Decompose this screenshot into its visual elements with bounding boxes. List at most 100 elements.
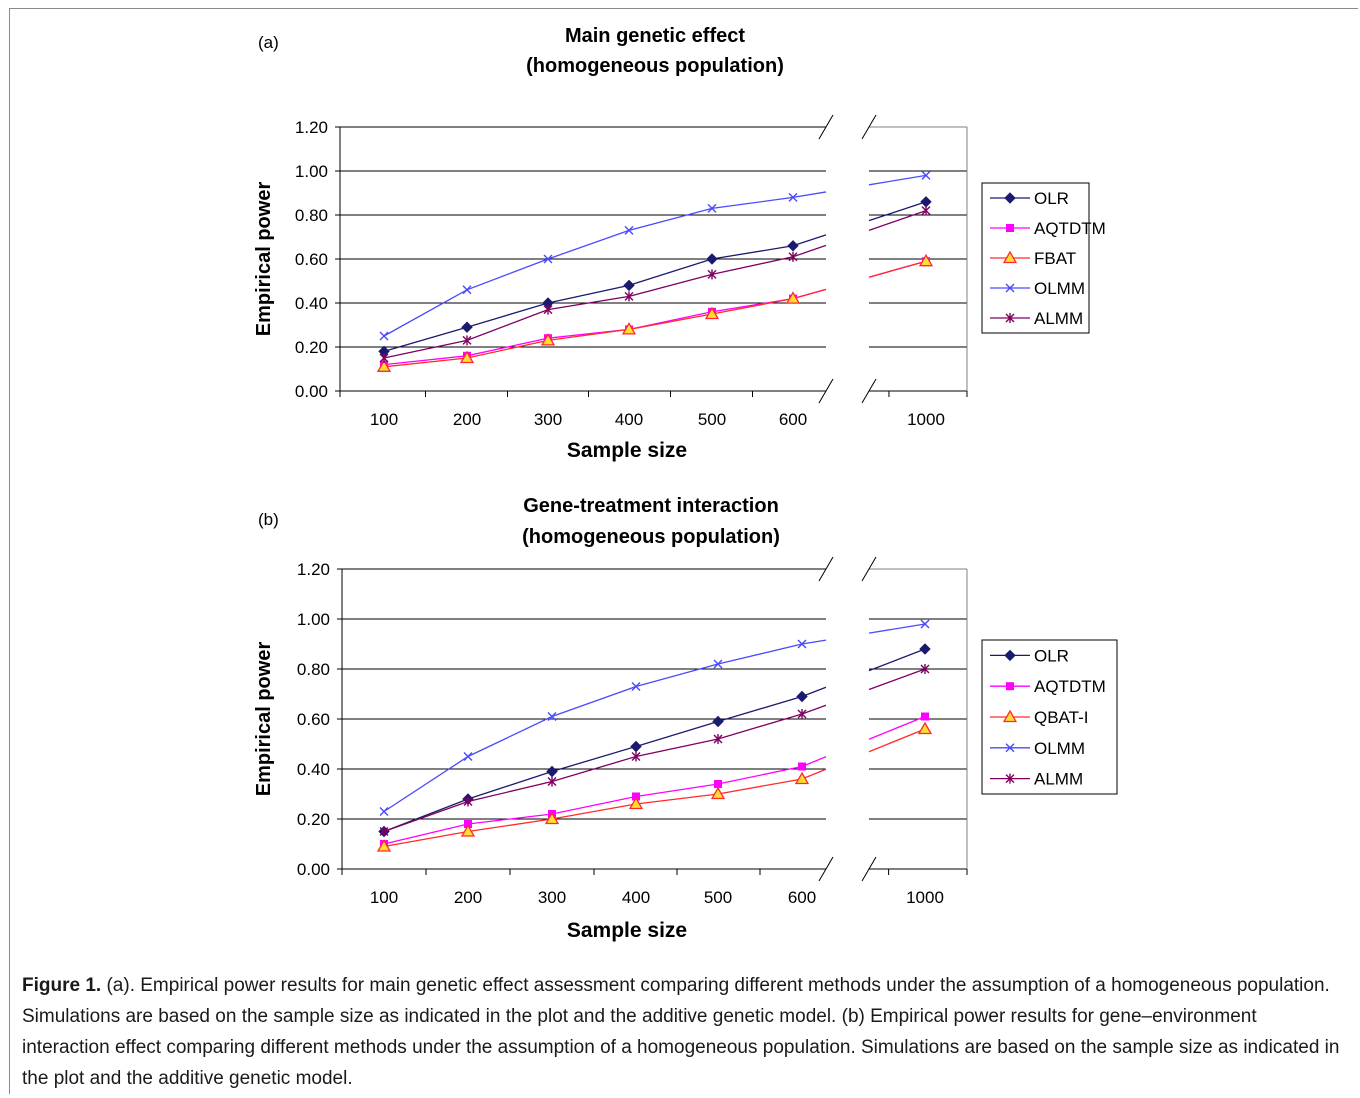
- data-point: [713, 734, 723, 744]
- y-tick-label: 0.60: [295, 250, 328, 269]
- data-point: [543, 304, 553, 315]
- data-point: [798, 762, 806, 771]
- x-tick-label: 100: [370, 888, 398, 907]
- axis-break-mark: [818, 378, 834, 404]
- data-point: [788, 251, 798, 262]
- axis-break-mark: [818, 856, 834, 882]
- panel-label: (a): [258, 33, 279, 52]
- data-point: [462, 335, 472, 346]
- data-point: [920, 196, 932, 208]
- legend-item: OLR: [990, 646, 1069, 665]
- series-line: [383, 234, 827, 353]
- data-point: [631, 682, 641, 691]
- data-point: [546, 765, 558, 778]
- data-point: [379, 826, 389, 837]
- y-tick-label: 1.20: [295, 118, 328, 137]
- y-axis-label: Empirical power: [253, 182, 275, 337]
- y-tick-label: 0.60: [297, 710, 330, 729]
- series-fbat: [376, 253, 934, 372]
- axis-break-mark: [861, 114, 877, 140]
- legend-label: AQTDTM: [1034, 677, 1106, 696]
- data-point: [464, 820, 472, 828]
- legend-label: ALMM: [1034, 309, 1083, 328]
- x-tick-label: 1000: [906, 888, 944, 907]
- series-line: [383, 244, 827, 359]
- series-line: [868, 260, 927, 278]
- legend-marker: [1002, 709, 1018, 723]
- series-olr: [378, 196, 932, 358]
- x-tick-label: 1000: [907, 410, 945, 429]
- legend-item: QBAT-I: [990, 708, 1088, 727]
- data-point: [544, 811, 560, 825]
- x-tick-label: 300: [534, 410, 562, 429]
- series-almm: [379, 664, 930, 837]
- legend-marker: [1006, 224, 1014, 232]
- axis-break-mark: [818, 556, 834, 582]
- data-point: [707, 203, 717, 213]
- chart-panel-b: (b) Gene-treatment interaction (homogeneou…: [253, 495, 1118, 942]
- caption-label: Figure 1.: [22, 975, 102, 996]
- legend-marker: [1005, 773, 1015, 784]
- axis-break-mark: [861, 556, 877, 582]
- data-point: [787, 240, 799, 252]
- data-point: [796, 690, 808, 703]
- figure-border: [9, 8, 1358, 1094]
- legend-marker: [1004, 192, 1016, 204]
- legend-item: OLR: [990, 189, 1069, 208]
- x-tick-label: 300: [538, 888, 566, 907]
- legend-label: ALMM: [1034, 770, 1083, 789]
- data-point: [921, 712, 929, 721]
- x-tick-label: 600: [788, 888, 816, 907]
- series-line: [383, 639, 827, 813]
- x-tick-label: 100: [370, 410, 398, 429]
- legend-label: AQTDTM: [1034, 219, 1106, 238]
- x-tick-label: 200: [453, 410, 481, 429]
- x-tick-label: 500: [704, 888, 732, 907]
- legend-label: OLMM: [1034, 279, 1085, 298]
- x-tick-label: 200: [454, 888, 482, 907]
- data-point: [379, 807, 389, 816]
- panel-label: (b): [258, 510, 279, 529]
- data-point: [621, 322, 637, 335]
- x-tick-label: 400: [622, 888, 650, 907]
- series-line: [868, 623, 926, 634]
- data-point: [540, 333, 556, 346]
- data-point: [921, 170, 931, 180]
- caption-text: (a). Empirical power results for main ge…: [22, 975, 1340, 1089]
- data-point: [462, 285, 472, 295]
- legend: OLR AQTDTM FBAT OLMM ALMM: [981, 182, 1106, 334]
- series-aqtdtm: [380, 712, 929, 848]
- series-line: [868, 209, 927, 232]
- chart-subtitle: (homogeneous population): [522, 526, 780, 548]
- data-point: [623, 279, 635, 292]
- y-tick-label: 0.20: [297, 810, 330, 829]
- data-point: [543, 254, 553, 264]
- axis-break-mark: [818, 114, 834, 140]
- legend-marker: [1006, 682, 1014, 691]
- data-point: [547, 712, 557, 721]
- series-line: [868, 648, 926, 672]
- data-point: [712, 715, 724, 728]
- data-point: [707, 269, 717, 280]
- legend-marker: [1005, 743, 1015, 753]
- data-point: [632, 792, 640, 801]
- data-point: [919, 643, 931, 655]
- series-line: [383, 756, 827, 845]
- data-point: [710, 786, 726, 800]
- y-tick-label: 0.20: [295, 338, 328, 357]
- data-point: [624, 291, 634, 302]
- data-point: [630, 740, 642, 753]
- data-point: [921, 205, 931, 216]
- legend-item: FBAT: [990, 249, 1076, 268]
- data-point: [460, 824, 476, 837]
- series-olr: [378, 643, 931, 838]
- legend-item: AQTDTM: [990, 219, 1106, 238]
- data-point: [463, 796, 473, 807]
- legend-marker: [1005, 283, 1015, 293]
- chart-subtitle: (homogeneous population): [526, 55, 784, 77]
- legend-label: OLR: [1034, 646, 1069, 665]
- data-point: [379, 353, 389, 363]
- data-point: [797, 639, 807, 649]
- chart-title: Gene-treatment interaction: [523, 495, 779, 517]
